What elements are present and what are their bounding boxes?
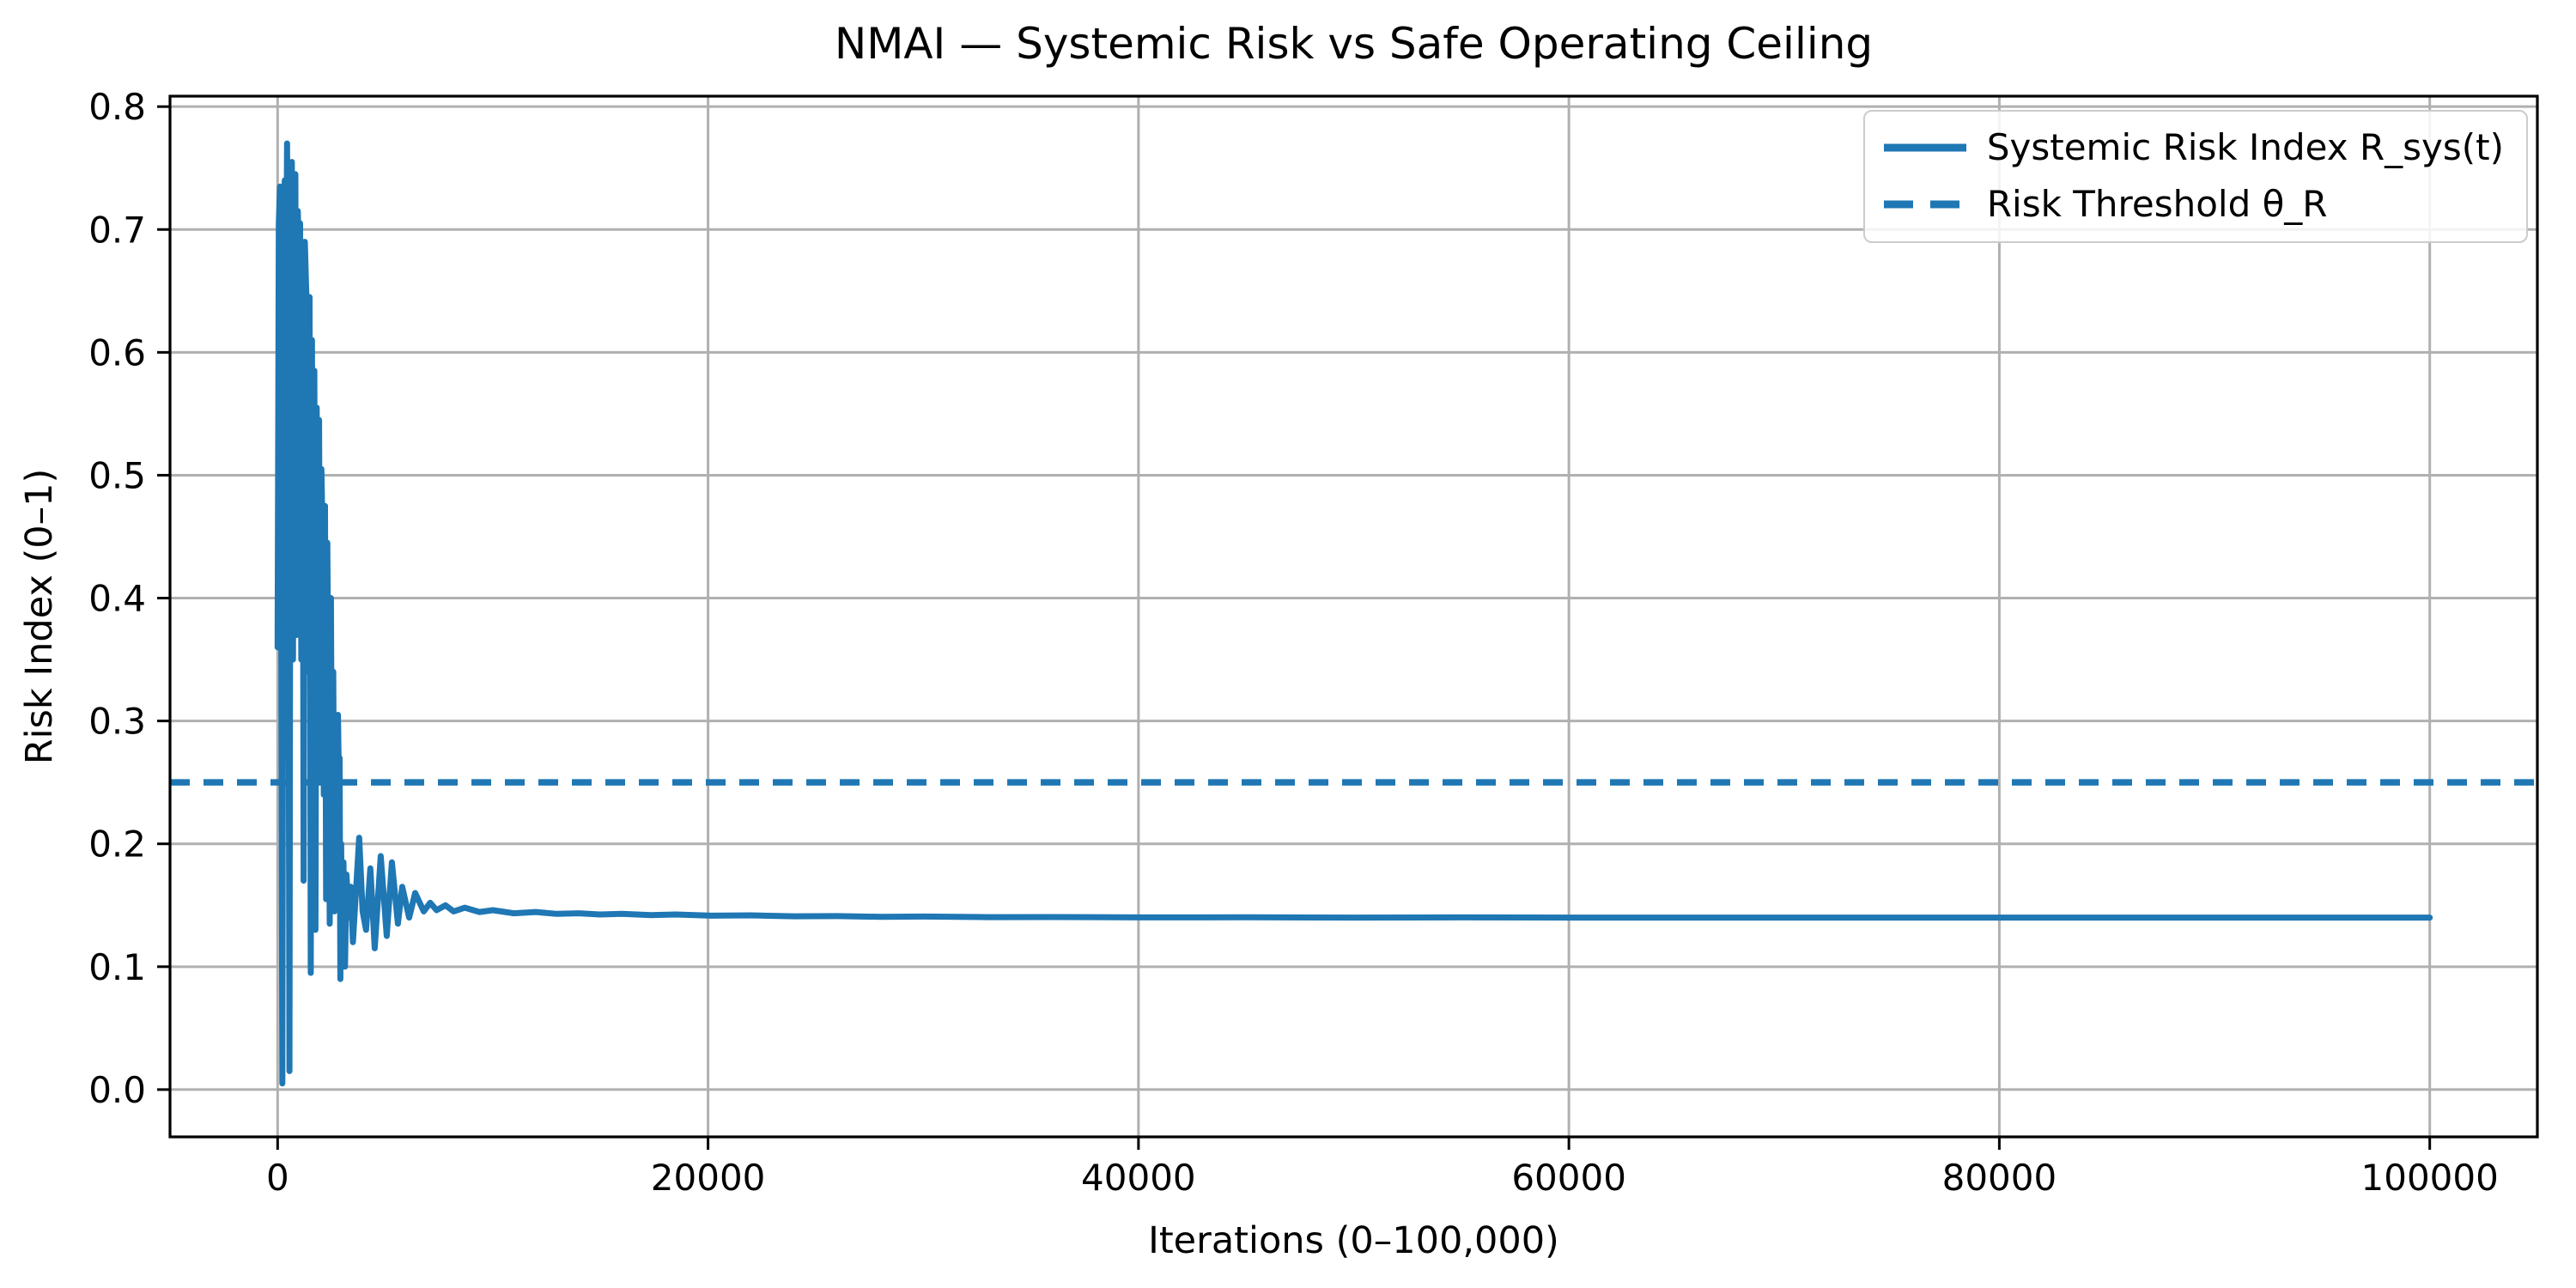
risk-series-line <box>274 140 2433 1087</box>
chart-title: NMAI — Systemic Risk vs Safe Operating C… <box>834 19 1874 69</box>
y-tick-label: 0.7 <box>88 209 146 251</box>
axes-spines <box>168 94 2539 1139</box>
x-axis-label: Iterations (0–100,000) <box>1148 1219 1559 1262</box>
y-tick-label: 0.5 <box>88 454 146 496</box>
legend-dashed-line-swatch <box>1883 200 1966 209</box>
x-tick-label: 20000 <box>651 1157 766 1199</box>
legend: Systemic Risk Index R_sys(t) Risk Thresh… <box>1862 110 2528 243</box>
y-tick-label: 0.4 <box>88 578 146 620</box>
y-tick-label: 0.6 <box>88 331 146 374</box>
y-tick-label: 0.1 <box>88 946 146 988</box>
legend-label-threshold: Risk Threshold θ_R <box>1986 183 2328 226</box>
x-tick-label: 80000 <box>1942 1157 2057 1199</box>
legend-solid-line-swatch <box>1883 143 1966 152</box>
legend-label-risk-series: Systemic Risk Index R_sys(t) <box>1986 126 2504 168</box>
x-tick-label: 60000 <box>1511 1157 1626 1199</box>
y-tick-label: 0.8 <box>88 86 146 128</box>
x-tick-label: 100000 <box>2361 1157 2499 1199</box>
y-axis-label: Risk Index (0–1) <box>18 468 61 765</box>
y-tick-label: 0.0 <box>88 1069 146 1111</box>
x-tick-label: 0 <box>266 1157 289 1199</box>
legend-item-threshold: Risk Threshold θ_R <box>1883 183 2504 226</box>
x-tick-label: 40000 <box>1081 1157 1196 1199</box>
y-tick-label: 0.2 <box>88 823 146 866</box>
legend-item-risk-series: Systemic Risk Index R_sys(t) <box>1883 126 2504 168</box>
y-tick-label: 0.3 <box>88 701 146 743</box>
